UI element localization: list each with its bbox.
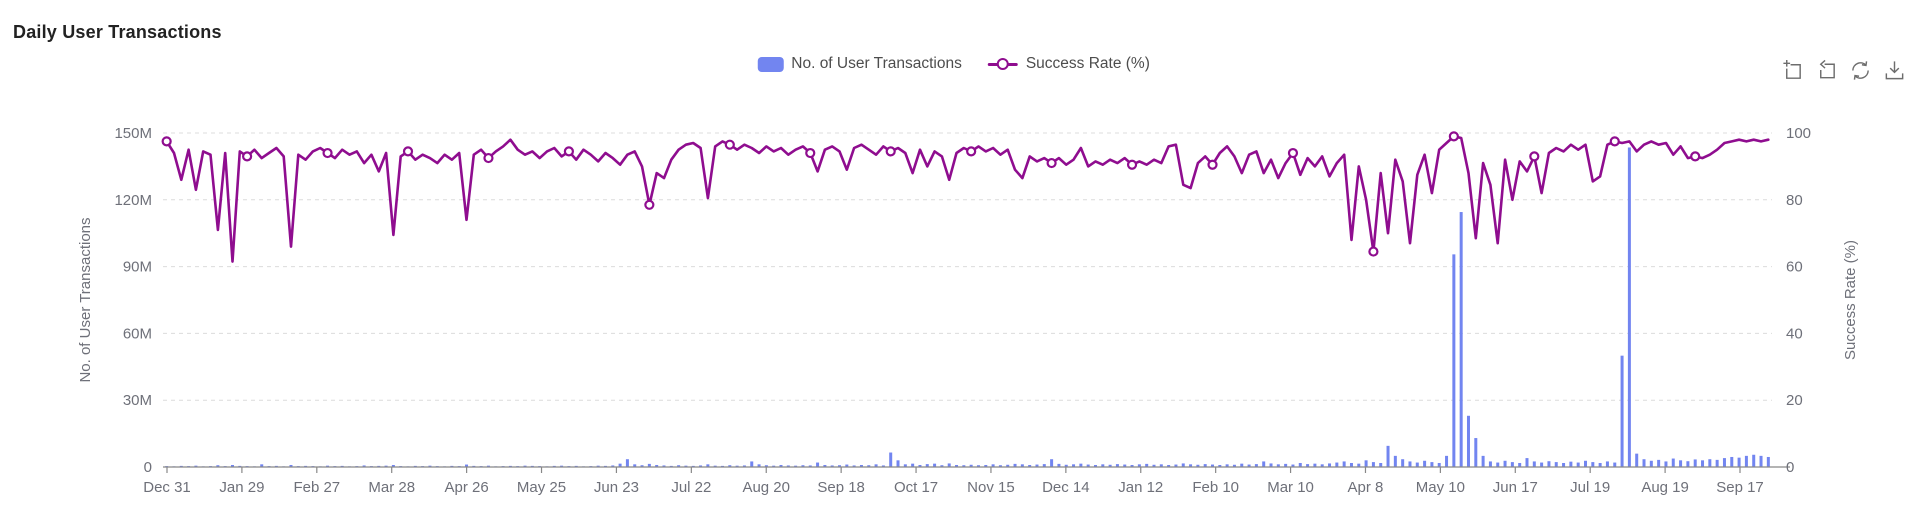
download-icon [1885,61,1904,80]
y-right-axis-title: Success Rate (%) [1842,240,1859,360]
svg-text:Dec 14: Dec 14 [1042,479,1090,496]
svg-text:80: 80 [1786,192,1803,209]
svg-text:May 25: May 25 [517,479,566,496]
zoom-reset-icon [1819,59,1835,79]
x-axis: Dec 31 Jan 29 Feb 27 Mar 28 Apr 26 May 25 Jun … [143,466,1790,496]
area-zoom-icon [1783,59,1801,79]
legend-item-success-rate[interactable]: Success Rate (%) [987,55,1150,73]
svg-text:0: 0 [1786,459,1794,476]
grid-lines [163,132,1772,401]
svg-text:Aug 20: Aug 20 [742,479,790,496]
svg-text:Sep 17: Sep 17 [1716,479,1764,496]
bar-swatch-icon [757,56,784,72]
svg-text:May 10: May 10 [1416,479,1465,496]
chart-toolbar [1780,58,1907,83]
bars-series [165,147,1770,467]
svg-text:Aug 19: Aug 19 [1641,479,1689,496]
zoom-reset-button[interactable] [1814,58,1839,83]
svg-text:Jul 19: Jul 19 [1570,479,1610,496]
success-rate-line-series [161,131,1770,263]
svg-text:60: 60 [1786,259,1803,276]
svg-text:Jun 23: Jun 23 [594,479,639,496]
chart-title: Daily User Transactions [13,22,222,42]
svg-text:100: 100 [1786,125,1811,142]
svg-text:Feb 10: Feb 10 [1192,479,1239,496]
legend-label-success-rate: Success Rate (%) [1025,55,1150,72]
y-left-axis-title: No. of User Transactions [77,217,94,382]
refresh-icon [1852,61,1869,80]
refresh-button[interactable] [1848,58,1873,83]
svg-text:Sep 18: Sep 18 [817,479,865,496]
area-zoom-button[interactable] [1780,58,1805,83]
svg-text:Dec 31: Dec 31 [143,479,191,496]
svg-text:150M: 150M [114,125,152,142]
svg-text:90M: 90M [123,259,152,276]
svg-text:Nov 15: Nov 15 [967,479,1015,496]
svg-text:Jan 29: Jan 29 [219,479,264,496]
svg-text:40: 40 [1786,325,1803,342]
legend-label-transactions: No. of User Transactions [791,55,962,72]
svg-text:Jan 12: Jan 12 [1118,479,1163,496]
svg-text:30M: 30M [123,392,152,409]
y-axis-left: 150M 120M 90M 60M 30M 0 [114,125,152,476]
svg-text:Feb 27: Feb 27 [293,479,340,496]
download-button[interactable] [1882,58,1907,83]
svg-text:Mar 10: Mar 10 [1267,479,1314,496]
svg-text:Oct 17: Oct 17 [894,479,938,496]
svg-text:120M: 120M [114,192,152,209]
y-axis-right: 100 80 60 40 20 0 [1786,125,1811,476]
svg-text:Apr 8: Apr 8 [1348,479,1384,496]
line-swatch-icon [987,57,1018,72]
legend: No. of User Transactions Success Rate (%… [757,55,1150,73]
svg-text:Apr 26: Apr 26 [445,479,489,496]
svg-text:0: 0 [144,459,152,476]
svg-text:60M: 60M [123,325,152,342]
legend-item-transactions[interactable]: No. of User Transactions [757,55,962,73]
svg-text:20: 20 [1786,392,1803,409]
svg-text:Mar 28: Mar 28 [368,479,415,496]
svg-text:Jun 17: Jun 17 [1493,479,1538,496]
svg-text:Jul 22: Jul 22 [671,479,711,496]
